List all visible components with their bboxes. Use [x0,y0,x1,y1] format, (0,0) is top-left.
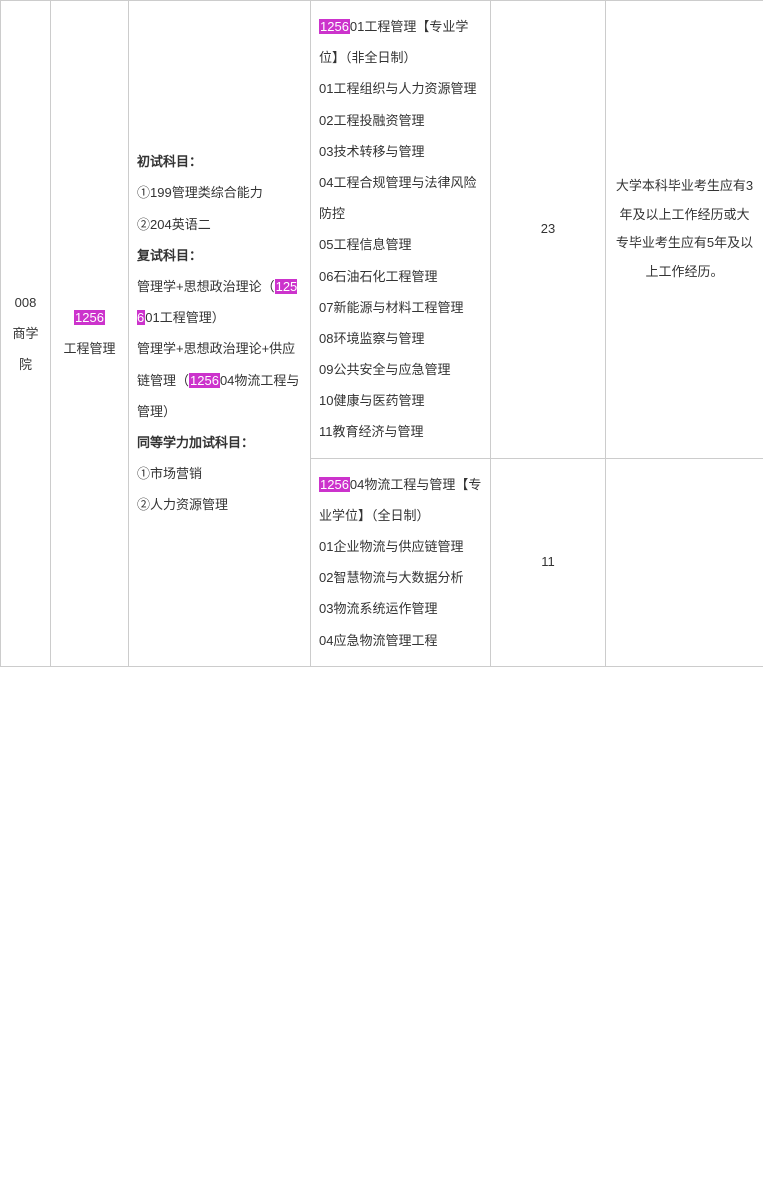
direction-item: 10健康与医药管理 [319,385,482,416]
quota-cell: 11 [491,458,606,666]
reexam-item: 管理学+思想政治理论+供应链管理（125604物流工程与管理） [137,333,302,427]
direction-item: 04工程合规管理与法律风险防控 [319,167,482,229]
direction-cell: 125601工程管理【专业学位】（非全日制） 01工程组织与人力资源管理 02工… [311,1,491,459]
quota-cell: 23 [491,1,606,459]
major-name: 工程管理 [59,333,120,364]
highlight-text: 1256 [74,310,105,325]
direction-item: 01工程组织与人力资源管理 [319,73,482,104]
direction-item: 01企业物流与供应链管理 [319,531,482,562]
direction-item: 02智慧物流与大数据分析 [319,562,482,593]
direction-item: 11教育经济与管理 [319,416,482,447]
reexam-item: 管理学+思想政治理论（125601工程管理） [137,271,302,333]
equiv-heading: 同等学力加试科目： [137,427,302,458]
equiv-item: ①市场营销 [137,458,302,489]
remark-cell: 大学本科毕业考生应有3年及以上工作经历或大专毕业考生应有5年及以上工作经历。 [606,1,763,459]
major-cell: 1256 工程管理 [51,1,129,667]
prelim-item: ②204英语二 [137,209,302,240]
prelim-item: ①199管理类综合能力 [137,177,302,208]
major-code: 1256 [59,302,120,333]
direction-item: 07新能源与材料工程管理 [319,292,482,323]
dept-name-line1: 商学 [9,318,42,349]
direction-title: 125604物流工程与管理【专业学位】（全日制） [319,469,482,531]
direction-title: 125601工程管理【专业学位】（非全日制） [319,11,482,73]
highlight-text: 1256 [319,19,350,34]
remark-cell [606,458,763,666]
direction-item: 04应急物流管理工程 [319,625,482,656]
direction-item: 08环境监察与管理 [319,323,482,354]
direction-item: 03技术转移与管理 [319,136,482,167]
prelim-heading: 初试科目： [137,146,302,177]
direction-cell: 125604物流工程与管理【专业学位】（全日制） 01企业物流与供应链管理 02… [311,458,491,666]
dept-name-line2: 院 [9,349,42,380]
direction-item: 06石油石化工程管理 [319,261,482,292]
highlight-text: 1256 [319,477,350,492]
direction-item: 03物流系统运作管理 [319,593,482,624]
reexam-heading: 复试科目： [137,240,302,271]
table-row: 008 商学 院 1256 工程管理 初试科目： ①199管理类综合能力 ②20… [1,1,763,459]
subjects-cell: 初试科目： ①199管理类综合能力 ②204英语二 复试科目： 管理学+思想政治… [129,1,311,667]
direction-item: 02工程投融资管理 [319,105,482,136]
program-table: 008 商学 院 1256 工程管理 初试科目： ①199管理类综合能力 ②20… [0,0,763,667]
direction-item: 09公共安全与应急管理 [319,354,482,385]
equiv-item: ②人力资源管理 [137,489,302,520]
dept-code: 008 [9,287,42,318]
dept-cell: 008 商学 院 [1,1,51,667]
highlight-text: 1256 [189,373,220,388]
direction-item: 05工程信息管理 [319,229,482,260]
